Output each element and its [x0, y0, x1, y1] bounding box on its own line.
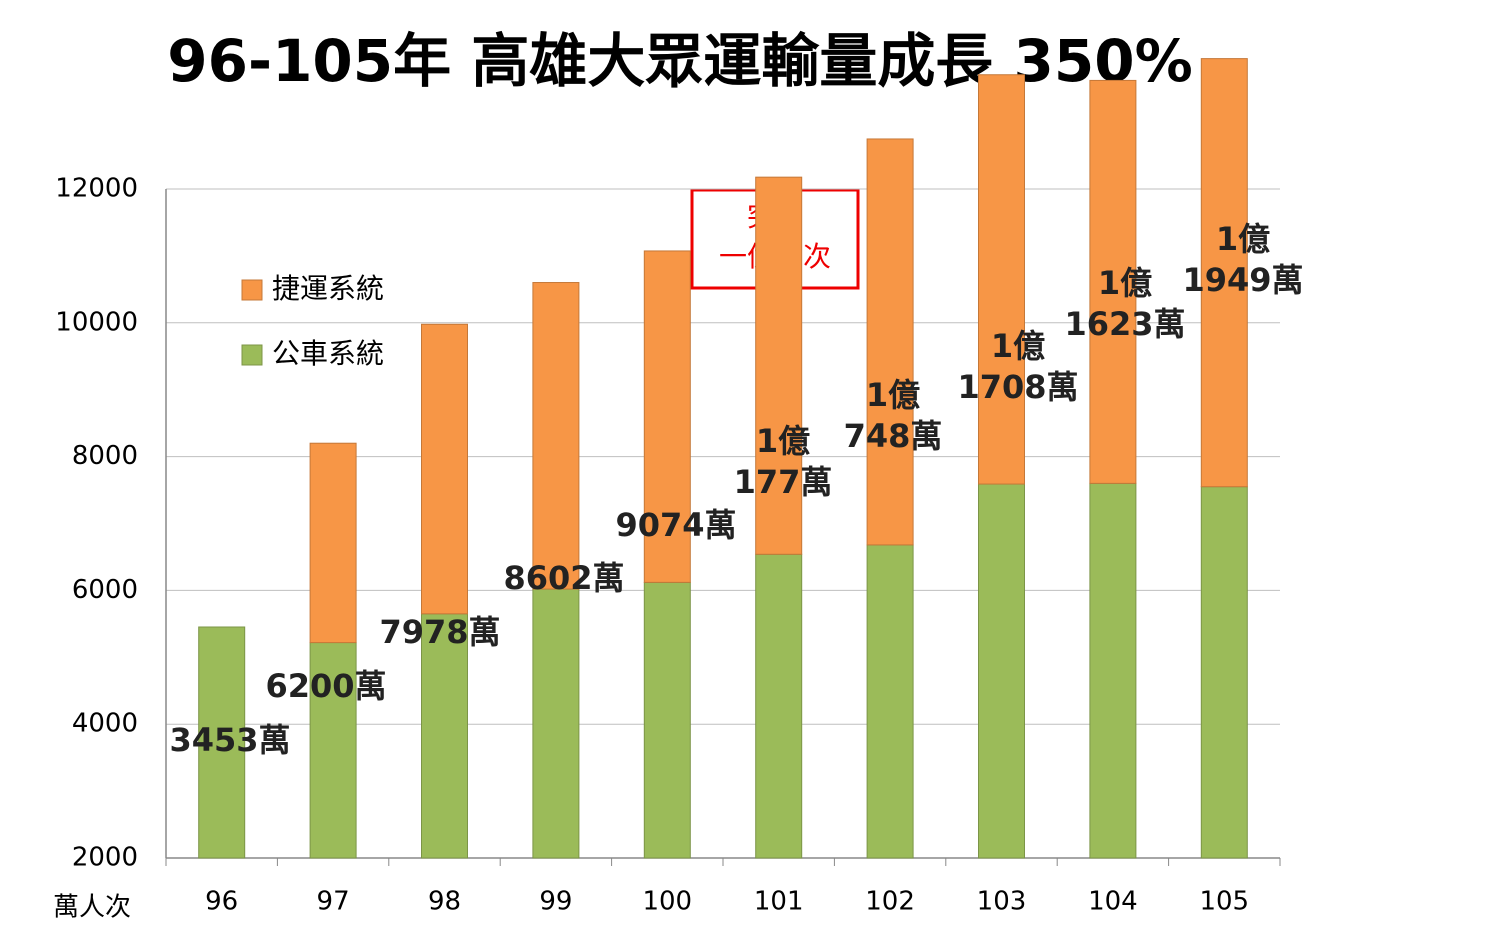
x-tick-label: 97 — [317, 887, 350, 917]
x-tick-label: 98 — [428, 887, 461, 917]
data-label: 1億 — [866, 376, 920, 414]
bar-segment — [866, 544, 914, 859]
data-label: 177萬 — [734, 463, 833, 501]
legend-label: 公車系統 — [272, 337, 384, 370]
x-tick-label: 103 — [977, 887, 1027, 917]
bar-segment — [978, 483, 1025, 859]
chart-title: 96-105年 高雄大眾運輸量成長 350% — [167, 27, 1192, 95]
bar-segment — [643, 581, 691, 859]
bar-segment — [866, 138, 914, 546]
legend-swatch — [241, 344, 263, 366]
y-tick-label: 8000 — [72, 441, 138, 471]
data-label: 8602萬 — [503, 559, 624, 597]
legend-label: 捷運系統 — [272, 272, 384, 305]
x-tick-label: 105 — [1199, 887, 1249, 917]
y-tick-label: 10000 — [55, 307, 138, 337]
bar-segment — [1200, 486, 1248, 859]
bar-segment — [1089, 482, 1137, 859]
legend-swatch — [241, 279, 263, 301]
data-label: 1億 — [1098, 264, 1152, 302]
bar-segment — [421, 323, 468, 615]
data-label: 1623萬 — [1064, 305, 1185, 343]
y-tick-label: 2000 — [72, 843, 138, 873]
data-label: 1億 — [756, 422, 810, 460]
x-tick-label: 104 — [1088, 887, 1138, 917]
x-tick-label: 101 — [754, 887, 804, 917]
data-label: 1708萬 — [957, 368, 1078, 406]
data-label: 9074萬 — [615, 506, 736, 544]
x-tick-label: 100 — [642, 887, 692, 917]
x-tick-label: 102 — [865, 887, 915, 917]
data-label: 6200萬 — [265, 667, 386, 705]
bar-segment — [755, 176, 803, 555]
bar-segment — [309, 642, 357, 859]
bar-segment — [532, 282, 580, 590]
bar-segment — [198, 626, 246, 859]
x-tick-label: 99 — [539, 887, 572, 917]
y-tick-label: 4000 — [72, 709, 138, 739]
data-label: 1億 — [991, 327, 1045, 365]
bar-segment — [1089, 79, 1137, 484]
data-label: 748萬 — [844, 417, 943, 455]
y-unit-label: 萬人次 — [53, 893, 131, 923]
x-tick-label: 96 — [205, 887, 238, 917]
bar-segment — [978, 74, 1025, 485]
data-label: 1949萬 — [1182, 261, 1303, 299]
y-tick-label: 12000 — [55, 174, 138, 204]
y-tick-label: 6000 — [72, 575, 138, 605]
bar-segment — [755, 553, 803, 859]
bar-segment — [643, 250, 691, 583]
bar-segment — [421, 613, 468, 859]
bar-segment — [1200, 58, 1248, 488]
data-label: 3453萬 — [169, 721, 290, 759]
data-label: 1億 — [1216, 220, 1270, 258]
bar-segment — [309, 442, 357, 644]
data-label: 7978萬 — [379, 613, 500, 651]
bar-segment — [532, 588, 580, 859]
